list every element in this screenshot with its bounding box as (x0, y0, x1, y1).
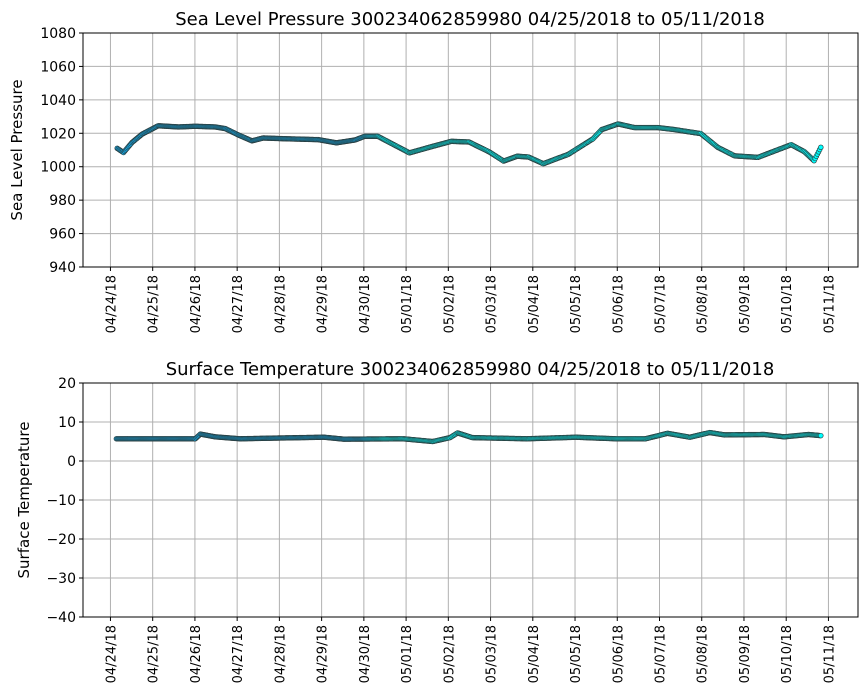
y-tick-label: 1060 (40, 59, 76, 75)
x-tick-label: 04/30/18 (358, 275, 373, 333)
x-tick-label: 05/09/18 (738, 625, 753, 683)
x-tick-label: 04/29/18 (316, 275, 331, 333)
data-point (818, 144, 824, 151)
x-tick-label: 05/08/18 (696, 625, 711, 683)
x-tick-label: 04/26/18 (189, 275, 204, 333)
x-tick-label: 05/05/18 (569, 625, 584, 683)
y-tick-label: 20 (58, 376, 76, 392)
x-tick-label: 05/11/18 (822, 625, 837, 683)
x-tick-label: 05/10/18 (780, 275, 795, 333)
temperature-chart: Surface Temperature 300234062859980 04/2… (15, 359, 859, 683)
data-series (114, 121, 824, 167)
x-tick-label: 05/07/18 (653, 275, 668, 333)
x-tick-label: 04/24/18 (104, 275, 119, 333)
y-tick-label: −10 (46, 493, 76, 509)
y-tick-label: −40 (46, 610, 76, 626)
x-tick-label: 04/27/18 (231, 275, 246, 333)
x-tick-label: 04/27/18 (231, 625, 246, 683)
x-tick-label: 05/03/18 (485, 275, 500, 333)
x-tick-label: 05/05/18 (569, 275, 584, 333)
x-tick-label: 04/30/18 (358, 625, 373, 683)
x-tick-label: 04/25/18 (147, 275, 162, 333)
x-tick-label: 05/08/18 (696, 275, 711, 333)
axes-frame (82, 32, 859, 268)
x-tick-label: 05/02/18 (442, 275, 457, 333)
pressure-chart-title: Sea Level Pressure 300234062859980 04/25… (175, 9, 765, 30)
y-tick-label: 1000 (40, 160, 76, 176)
x-tick-label: 05/01/18 (400, 625, 415, 683)
x-tick-label: 04/24/18 (104, 625, 119, 683)
x-tick-label: 05/06/18 (611, 625, 626, 683)
temperature-y-axis-label: Surface Temperature (15, 422, 33, 579)
temperature-chart-title: Surface Temperature 300234062859980 04/2… (166, 359, 775, 380)
x-tick-label: 04/26/18 (189, 625, 204, 683)
data-point (818, 432, 824, 439)
y-tick-label: 1020 (40, 126, 76, 142)
pressure-y-axis-label: Sea Level Pressure (8, 79, 26, 220)
y-tick-label: 940 (49, 260, 76, 276)
y-tick-label: −20 (46, 532, 76, 548)
y-tick-label: 0 (67, 454, 76, 470)
axes-frame (82, 382, 859, 618)
x-tick-label: 05/10/18 (780, 625, 795, 683)
y-tick-label: 1080 (40, 26, 76, 42)
x-tick-label: 04/28/18 (273, 275, 288, 333)
y-tick-label: 980 (49, 193, 76, 209)
x-tick-label: 04/28/18 (273, 625, 288, 683)
x-tick-label: 05/07/18 (653, 625, 668, 683)
pressure-chart: Sea Level Pressure 300234062859980 04/25… (8, 9, 859, 333)
y-tick-label: −30 (46, 571, 76, 587)
x-tick-label: 05/02/18 (442, 625, 457, 683)
data-series (113, 429, 824, 445)
y-tick-label: 1040 (40, 93, 76, 109)
x-tick-label: 05/04/18 (527, 625, 542, 683)
x-tick-label: 05/09/18 (738, 275, 753, 333)
x-tick-label: 05/04/18 (527, 275, 542, 333)
x-tick-label: 04/25/18 (147, 625, 162, 683)
x-tick-label: 05/03/18 (485, 625, 500, 683)
y-tick-label: 10 (58, 415, 76, 431)
x-tick-label: 05/06/18 (611, 275, 626, 333)
x-tick-label: 04/29/18 (316, 625, 331, 683)
x-tick-label: 05/11/18 (822, 275, 837, 333)
x-tick-label: 05/01/18 (400, 275, 415, 333)
y-tick-label: 960 (49, 227, 76, 243)
